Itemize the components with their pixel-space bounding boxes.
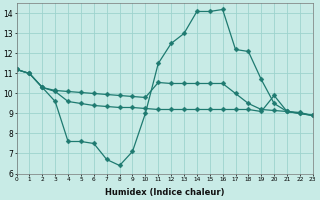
X-axis label: Humidex (Indice chaleur): Humidex (Indice chaleur) bbox=[105, 188, 224, 197]
